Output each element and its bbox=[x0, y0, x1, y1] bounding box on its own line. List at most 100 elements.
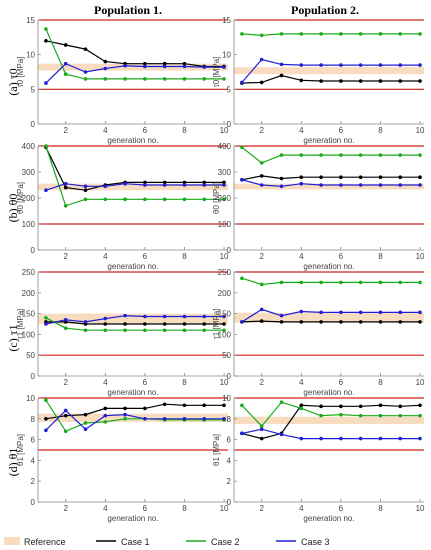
x-tick-label: 6 bbox=[339, 126, 344, 135]
y-tick-label: 0 bbox=[31, 246, 36, 255]
data-point-case-2 bbox=[358, 413, 363, 418]
chart-tau0-pop1: 0 5 10 15 2 4 6 8 10 generation no. τ0 [MPa] bbox=[16, 16, 229, 145]
data-point-case-3 bbox=[123, 313, 127, 318]
data-point-case-1 bbox=[123, 322, 127, 326]
data-point-case-3 bbox=[222, 183, 226, 187]
data-point-case-1 bbox=[279, 320, 284, 324]
data-point-case-1 bbox=[162, 402, 167, 407]
data-point-case-3 bbox=[259, 57, 264, 62]
series-line-case-2 bbox=[241, 401, 420, 428]
data-point-case-1 bbox=[44, 417, 48, 421]
data-point-case-3 bbox=[63, 408, 68, 413]
x-tick-label: 4 bbox=[299, 378, 304, 387]
series-line-case-2 bbox=[241, 146, 420, 164]
data-point-case-1 bbox=[103, 59, 108, 64]
reference-band bbox=[38, 313, 228, 324]
data-point-case-2 bbox=[202, 328, 207, 333]
reference-band bbox=[38, 63, 228, 71]
y-tick-label: 100 bbox=[218, 330, 232, 339]
data-point-case-1 bbox=[299, 78, 304, 83]
x-tick-label: 10 bbox=[220, 378, 229, 387]
data-point-case-3 bbox=[279, 432, 284, 437]
data-point-case-2 bbox=[83, 197, 88, 202]
data-point-case-2 bbox=[259, 282, 264, 287]
y-axis-label: θ0 [MPa] bbox=[16, 182, 25, 214]
series-line-case-3 bbox=[241, 58, 420, 83]
chart-theta1-pop1: 0 2 4 6 8 10 2 4 6 8 10 generation no. θ1 [MPa] bbox=[16, 394, 229, 523]
y-tick-label: 400 bbox=[22, 142, 36, 151]
x-tick-label: 4 bbox=[299, 126, 304, 135]
row-label-theta0: (b) θ0 bbox=[6, 194, 20, 223]
y-tick-label: 8 bbox=[31, 415, 36, 424]
data-point-case-3 bbox=[162, 314, 167, 319]
data-point-case-3 bbox=[143, 314, 147, 319]
data-point-case-1 bbox=[339, 79, 343, 83]
data-point-case-1 bbox=[279, 176, 284, 181]
data-point-case-3 bbox=[279, 62, 284, 67]
data-point-case-1 bbox=[418, 175, 422, 179]
data-point-case-2 bbox=[123, 77, 127, 81]
x-tick-label: 8 bbox=[378, 504, 383, 513]
data-point-case-1 bbox=[202, 403, 207, 408]
row-label-tau1: (c) τ1 bbox=[6, 324, 20, 351]
y-tick-label: 0 bbox=[31, 498, 36, 507]
x-tick-label: 10 bbox=[220, 504, 229, 513]
data-point-case-3 bbox=[339, 436, 343, 441]
data-point-case-1 bbox=[378, 175, 383, 179]
data-point-case-1 bbox=[339, 175, 343, 179]
y-tick-label: 150 bbox=[22, 310, 36, 319]
data-point-case-3 bbox=[378, 63, 383, 67]
x-tick-label: 8 bbox=[182, 504, 187, 513]
data-point-case-3 bbox=[259, 183, 264, 187]
x-axis-label: generation no. bbox=[303, 514, 354, 523]
x-tick-label: 10 bbox=[416, 504, 425, 513]
data-point-case-1 bbox=[398, 320, 403, 324]
data-point-case-3 bbox=[319, 436, 323, 441]
data-point-case-2 bbox=[259, 33, 264, 38]
data-point-case-1 bbox=[143, 406, 147, 411]
data-point-case-3 bbox=[63, 318, 68, 322]
data-point-case-3 bbox=[240, 320, 244, 324]
x-tick-label: 4 bbox=[103, 126, 108, 135]
data-point-case-3 bbox=[418, 310, 422, 315]
data-point-case-3 bbox=[83, 320, 88, 324]
y-tick-label: 4 bbox=[227, 456, 232, 465]
data-point-case-3 bbox=[398, 183, 403, 187]
data-point-case-2 bbox=[378, 280, 383, 285]
data-point-case-2 bbox=[222, 328, 226, 333]
data-point-case-1 bbox=[202, 180, 207, 185]
data-point-case-2 bbox=[83, 328, 88, 333]
y-tick-label: 2 bbox=[227, 477, 232, 486]
x-tick-label: 8 bbox=[182, 252, 187, 261]
data-point-case-3 bbox=[162, 64, 167, 69]
data-point-case-2 bbox=[358, 280, 363, 285]
data-point-case-3 bbox=[44, 428, 48, 433]
x-tick-label: 2 bbox=[63, 252, 68, 261]
data-point-case-2 bbox=[162, 328, 167, 333]
y-tick-label: 0 bbox=[227, 120, 232, 129]
legend-label-case-3: Case 3 bbox=[301, 537, 330, 547]
data-point-case-2 bbox=[143, 77, 147, 81]
data-point-case-3 bbox=[222, 65, 226, 69]
data-point-case-1 bbox=[299, 320, 304, 324]
data-point-case-1 bbox=[339, 404, 343, 409]
x-tick-label: 2 bbox=[63, 126, 68, 135]
y-tick-label: 4 bbox=[31, 456, 36, 465]
data-point-case-3 bbox=[279, 184, 284, 189]
y-tick-label: 10 bbox=[26, 51, 35, 60]
data-point-case-1 bbox=[182, 180, 187, 185]
data-point-case-3 bbox=[202, 314, 207, 319]
data-point-case-1 bbox=[358, 79, 363, 83]
data-point-case-3 bbox=[83, 70, 88, 74]
column-title-population-2: Population 2. bbox=[291, 3, 359, 17]
data-point-case-1 bbox=[319, 79, 323, 83]
data-point-case-1 bbox=[103, 322, 108, 326]
data-point-case-1 bbox=[162, 322, 167, 326]
legend-swatch-reference bbox=[4, 537, 20, 545]
data-point-case-1 bbox=[339, 320, 343, 324]
x-axis-label: generation no. bbox=[303, 136, 354, 145]
data-point-case-2 bbox=[83, 421, 88, 425]
x-tick-label: 2 bbox=[63, 378, 68, 387]
data-point-case-2 bbox=[378, 32, 383, 36]
data-point-case-2 bbox=[123, 197, 127, 202]
